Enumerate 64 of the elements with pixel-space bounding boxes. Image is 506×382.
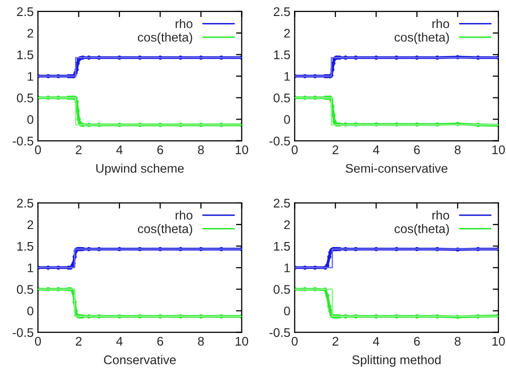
x-tick-label: 0 <box>292 145 298 154</box>
x-tick-label: 4 <box>116 336 123 346</box>
y-tick-label: 1 <box>28 264 34 272</box>
x-tick-label: 4 <box>372 336 380 346</box>
y-tick-label: 0 <box>284 306 290 316</box>
y-tick-label: 2.5 <box>17 7 34 16</box>
y-tick-label: -0.5 <box>270 328 290 337</box>
x-tick-label: 10 <box>492 336 505 346</box>
y-tick-label: 0.5 <box>16 94 34 102</box>
x-tick-label: 8 <box>198 145 204 154</box>
y-tick-label: 0 <box>27 306 34 316</box>
legend-label: rho <box>432 210 450 220</box>
y-tick-label: 0.5 <box>274 94 290 102</box>
x-tick-label: 6 <box>157 145 164 154</box>
x-axis-title: Semi-conservative <box>346 164 448 173</box>
legend-label: cos(theta) <box>138 224 192 236</box>
x-tick-label: 2 <box>76 336 82 346</box>
x-tick-label: 4 <box>116 145 123 154</box>
y-tick-label: 2 <box>284 28 290 38</box>
x-tick-label: 0 <box>34 336 41 346</box>
legend-label: cos(theta) <box>394 32 449 44</box>
x-tick-label: 10 <box>236 145 248 154</box>
y-tick-label: 2 <box>27 28 34 38</box>
x-tick-label: 2 <box>76 145 82 154</box>
y-tick-label: 1 <box>284 264 290 272</box>
y-tick-label: 0.5 <box>16 285 34 294</box>
y-tick-label: 2.5 <box>17 198 34 208</box>
y-tick-label: 1.5 <box>274 50 290 60</box>
x-axis-title: Conservative <box>104 355 176 364</box>
y-tick-label: 2.5 <box>274 198 290 208</box>
x-tick-label: 6 <box>157 336 164 346</box>
legend-label: cos(theta) <box>394 224 449 236</box>
x-tick-label: 6 <box>414 336 420 346</box>
y-tick-label: 0.5 <box>274 285 290 294</box>
x-axis-title: Splitting method <box>352 355 441 367</box>
y-tick-label: 0 <box>284 115 290 124</box>
x-tick-label: 8 <box>454 336 461 346</box>
y-tick-label: 1.5 <box>274 242 290 251</box>
legend-label: rho <box>176 210 192 220</box>
y-tick-label: 1 <box>284 72 290 81</box>
legend-label: rho <box>176 18 192 28</box>
x-tick-label: 0 <box>34 145 41 154</box>
y-tick-label: 1.5 <box>17 50 34 60</box>
y-tick-label: 1.5 <box>17 242 34 251</box>
x-tick-label: 8 <box>454 145 461 154</box>
y-tick-label: 0 <box>27 115 34 124</box>
y-tick-label: -0.5 <box>12 328 34 337</box>
y-tick-label: -0.5 <box>270 136 290 146</box>
x-tick-label: 8 <box>198 336 204 346</box>
legend-label: cos(theta) <box>138 32 192 44</box>
x-tick-label: 6 <box>414 145 420 154</box>
legend-label: rho <box>432 18 450 28</box>
y-tick-label: 2.5 <box>274 7 290 16</box>
x-tick-label: 10 <box>236 336 248 346</box>
y-tick-label: -0.5 <box>12 136 34 146</box>
y-tick-label: 2 <box>27 220 34 230</box>
y-tick-label: 1 <box>28 72 34 81</box>
x-tick-label: 2 <box>332 336 338 346</box>
x-tick-label: 2 <box>332 145 338 154</box>
x-tick-label: 4 <box>372 145 380 154</box>
x-tick-label: 10 <box>492 145 505 154</box>
y-tick-label: 2 <box>284 220 290 230</box>
x-axis-title: Upwind scheme <box>96 164 184 176</box>
x-tick-label: 0 <box>292 336 298 346</box>
